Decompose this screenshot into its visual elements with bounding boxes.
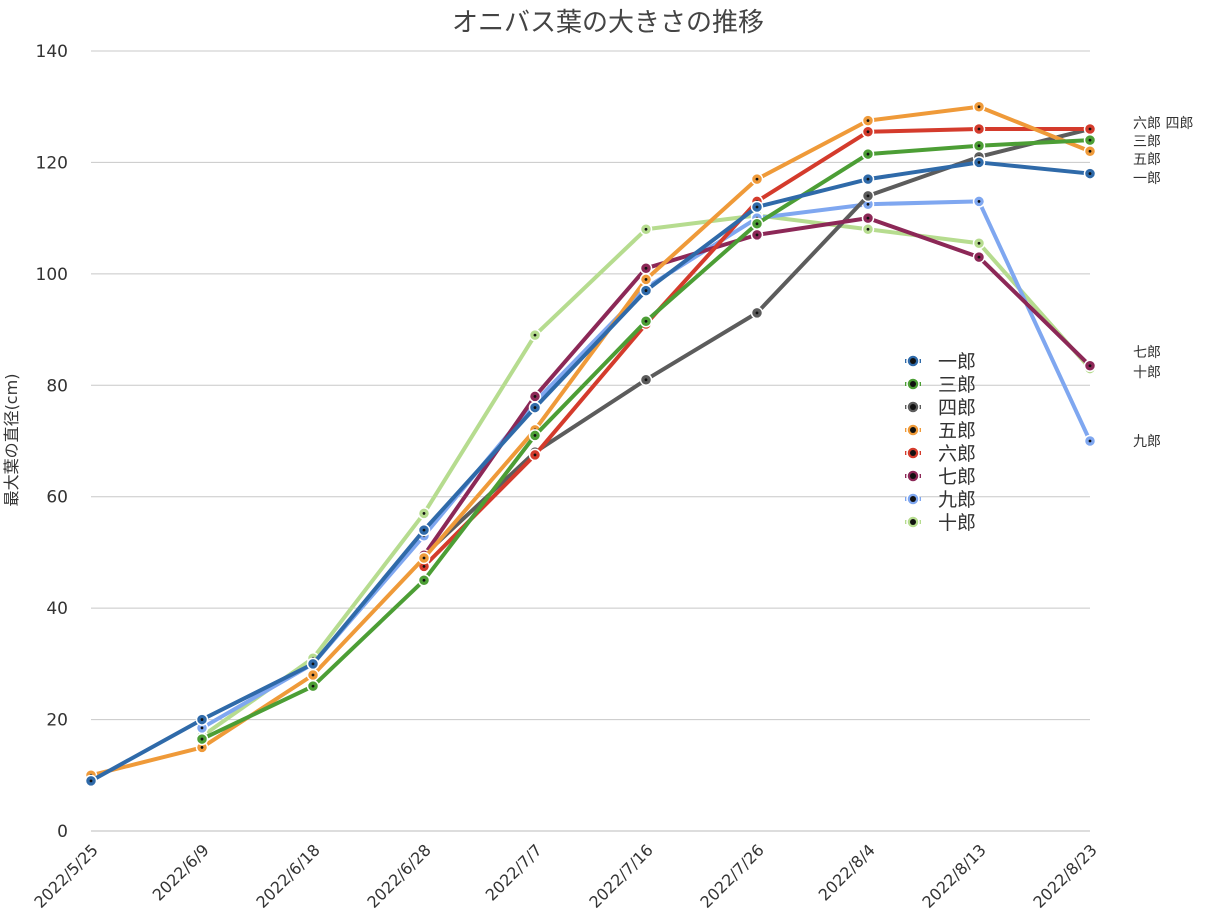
legend-label: 一郎 xyxy=(938,351,976,373)
data-point-center xyxy=(1088,439,1092,443)
end-label: 一郎 xyxy=(1133,171,1161,187)
data-point-center xyxy=(866,177,870,181)
data-point-center xyxy=(89,779,93,783)
data-point-center xyxy=(533,406,537,409)
data-point-center xyxy=(644,319,648,323)
data-point-center xyxy=(1088,364,1092,368)
data-point-center xyxy=(422,528,426,532)
data-point-center xyxy=(755,177,759,181)
chart-title: オニバス葉の大きさの推移 xyxy=(451,8,764,38)
x-tick-label: 2022/8/13 xyxy=(918,840,989,911)
data-point-center xyxy=(422,564,426,568)
y-tick-label: 100 xyxy=(36,265,68,285)
legend-label: 四郎 xyxy=(938,397,976,419)
series-line xyxy=(422,216,1092,558)
data-point-center xyxy=(866,119,870,123)
data-point-center xyxy=(866,227,870,231)
data-point-center xyxy=(422,556,426,560)
x-tick-label: 2022/8/4 xyxy=(815,840,879,904)
data-point-center xyxy=(533,434,537,437)
data-point-center xyxy=(866,194,870,198)
data-point-center xyxy=(311,684,315,688)
legend-swatch-center xyxy=(910,519,916,525)
data-point-center xyxy=(977,161,981,164)
legend-label: 十郎 xyxy=(938,512,976,534)
data-point-center xyxy=(422,512,426,515)
data-point-center xyxy=(311,673,315,677)
data-point-center xyxy=(755,222,759,226)
series-line xyxy=(422,127,1092,558)
data-point-center xyxy=(977,241,981,245)
data-point-center xyxy=(977,144,981,148)
end-label: 七郎 xyxy=(1133,345,1161,361)
data-point-center xyxy=(644,266,648,270)
x-tick-label: 2022/6/28 xyxy=(363,840,434,911)
y-tick-label: 20 xyxy=(46,711,68,731)
data-point-center xyxy=(422,578,426,582)
x-tick-label: 2022/6/18 xyxy=(252,840,323,911)
data-point-center xyxy=(200,718,204,721)
x-tick-label: 2022/5/25 xyxy=(30,840,101,911)
data-point-center xyxy=(866,202,870,206)
data-point-center xyxy=(1088,138,1092,142)
x-tick-label: 2022/6/9 xyxy=(149,840,213,904)
end-label: 六郎 四郎 xyxy=(1133,116,1193,132)
data-point-center xyxy=(755,233,759,237)
legend-swatch-center xyxy=(910,450,916,456)
legend-swatch-center xyxy=(910,381,916,387)
x-tick-label: 2022/7/16 xyxy=(585,840,656,911)
data-point-center xyxy=(200,746,204,749)
y-tick-label: 60 xyxy=(46,488,68,508)
data-point-center xyxy=(977,255,981,259)
x-tick-label: 2022/7/7 xyxy=(482,840,546,904)
data-point-center xyxy=(200,737,204,741)
end-label: 九郎 xyxy=(1133,434,1161,450)
legend-swatch-center xyxy=(910,496,916,502)
data-point-center xyxy=(311,662,315,666)
data-point-center xyxy=(1088,127,1092,131)
legend-swatch-center xyxy=(910,358,916,364)
data-point-center xyxy=(866,216,870,220)
data-point-center xyxy=(644,289,648,292)
data-point-center xyxy=(977,200,981,203)
y-tick-label: 40 xyxy=(46,599,68,619)
end-label: 三郎 xyxy=(1133,134,1161,150)
end-label: 五郎 xyxy=(1133,152,1161,168)
data-point-center xyxy=(200,726,204,730)
data-point-center xyxy=(644,278,648,281)
data-point-center xyxy=(1088,149,1092,153)
data-point-center xyxy=(533,333,537,337)
legend-label: 九郎 xyxy=(938,489,976,511)
data-point-center xyxy=(755,205,759,209)
legend-swatch-center xyxy=(910,427,916,433)
series-line xyxy=(89,160,1092,783)
x-tick-label: 2022/8/23 xyxy=(1029,840,1100,911)
data-point-center xyxy=(533,453,537,457)
legend-label: 三郎 xyxy=(938,374,976,396)
y-tick-label: 0 xyxy=(57,822,68,842)
data-point-center xyxy=(977,127,981,131)
legend-label: 七郎 xyxy=(938,466,976,488)
data-point-center xyxy=(977,105,981,109)
y-tick-label: 120 xyxy=(36,153,68,173)
y-tick-label: 140 xyxy=(36,42,68,62)
legend-label: 六郎 xyxy=(938,443,976,465)
legend-swatch-center xyxy=(910,473,916,479)
y-tick-label: 80 xyxy=(46,376,68,396)
data-point-center xyxy=(533,395,537,398)
legend-label: 五郎 xyxy=(938,420,976,442)
data-point-center xyxy=(866,152,870,156)
data-point-center xyxy=(866,130,870,134)
x-tick-label: 2022/7/26 xyxy=(696,840,767,911)
data-point-center xyxy=(1088,172,1092,175)
data-point-center xyxy=(755,311,759,315)
data-point-center xyxy=(644,378,648,382)
legend-swatch-center xyxy=(910,404,916,410)
data-point-center xyxy=(644,227,648,231)
end-label: 十郎 xyxy=(1133,365,1161,381)
series-line xyxy=(422,127,1092,569)
